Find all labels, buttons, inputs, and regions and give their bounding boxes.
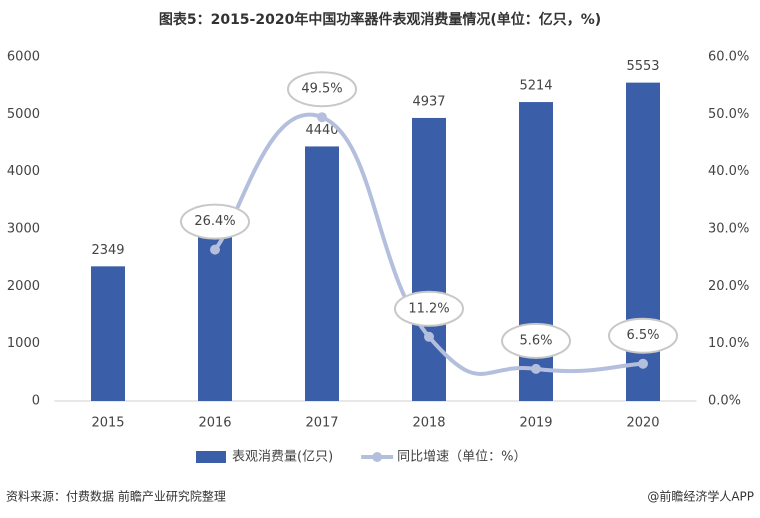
line-point: [531, 363, 541, 374]
credit: @前瞻经济学人APP: [647, 489, 754, 504]
legend-label: 表观消费量(亿只): [232, 450, 333, 465]
line-point: [424, 331, 434, 342]
legend-label: 同比增速（单位：%）: [397, 450, 526, 465]
bar-value-label: 4937: [412, 94, 445, 109]
line-point: [317, 112, 327, 123]
line-value-label: 26.4%: [194, 214, 235, 229]
y-tick-label: 6000: [7, 50, 40, 65]
bar: [412, 117, 446, 401]
bar-value-label: 2349: [91, 243, 124, 258]
chart-title: 图表5：2015-2020年中国功率器件表观消费量情况(单位：亿只，%): [159, 11, 601, 28]
bar-value-label: 5214: [519, 79, 552, 94]
line-value-label: 11.2%: [408, 301, 449, 316]
y-tick-label: 3000: [7, 222, 40, 237]
x-tick-label: 2018: [412, 416, 445, 431]
bar-value-label: 4440: [305, 123, 338, 138]
label-bubble: [608, 317, 678, 354]
line-value-label: 49.5%: [301, 82, 342, 97]
line-value-label: 6.5%: [626, 328, 659, 343]
y2-tick-label: 50.0%: [708, 107, 749, 122]
line-point: [210, 244, 220, 255]
y-tick-label: 0: [32, 394, 40, 409]
x-tick-label: 2019: [519, 416, 552, 431]
bar-value-label: 5553: [626, 59, 659, 74]
source: 资料来源：付费数据 前瞻产业研究院整理: [6, 489, 226, 504]
y-tick-label: 5000: [7, 107, 40, 122]
legend-swatch: [196, 451, 226, 463]
bar: [91, 266, 125, 401]
label-bubble: [287, 71, 357, 108]
legend-swatch-dot: [372, 452, 383, 462]
x-tick-label: 2016: [198, 416, 231, 431]
y-tick-label: 1000: [7, 336, 40, 351]
label-bubble: [394, 290, 464, 327]
y-tick-label: 4000: [7, 164, 40, 179]
line-point: [638, 358, 648, 369]
y-tick-label: 2000: [7, 279, 40, 294]
x-tick-label: 2015: [91, 416, 124, 431]
y2-tick-label: 40.0%: [708, 164, 749, 179]
y2-tick-label: 60.0%: [708, 50, 749, 65]
y2-tick-label: 30.0%: [708, 222, 749, 237]
y2-tick-label: 20.0%: [708, 279, 749, 294]
label-bubble: [501, 322, 571, 359]
bar: [305, 146, 339, 401]
y2-tick-label: 10.0%: [708, 336, 749, 351]
bar: [198, 230, 232, 401]
x-tick-label: 2017: [305, 416, 338, 431]
label-bubble: [180, 203, 250, 240]
x-tick-label: 2020: [626, 416, 659, 431]
line-value-label: 5.6%: [519, 333, 552, 348]
y2-tick-label: 0.0%: [708, 394, 741, 409]
